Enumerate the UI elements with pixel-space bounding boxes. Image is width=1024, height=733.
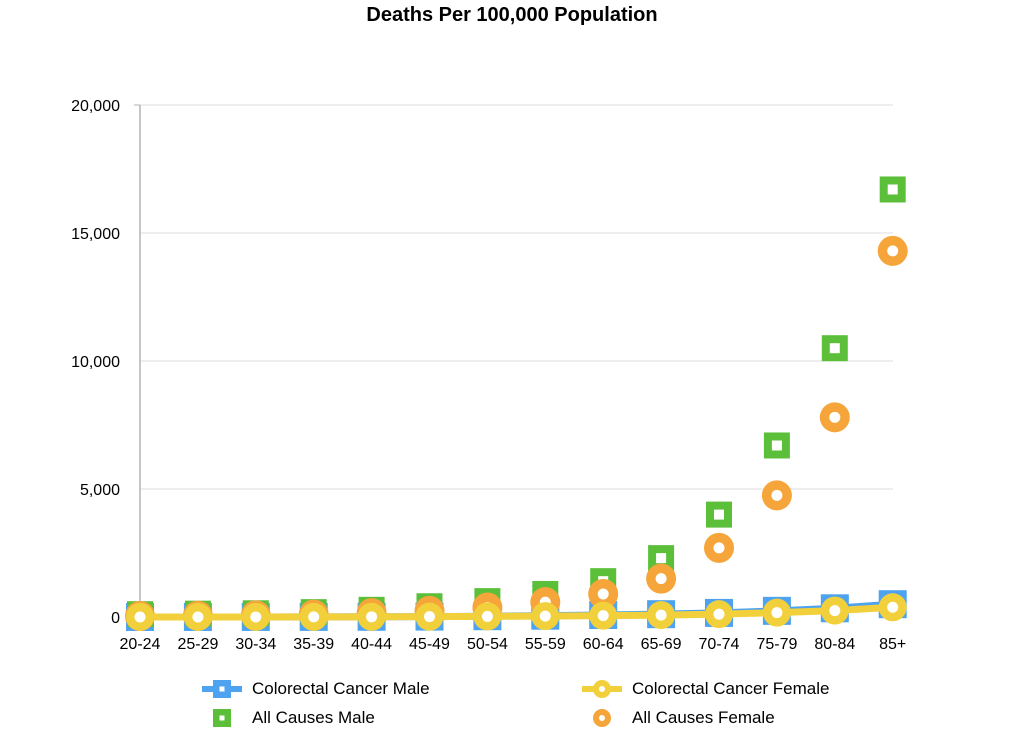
x-tick-label: 25-29 bbox=[177, 636, 218, 653]
point-all-causes-male-12-center bbox=[829, 343, 840, 354]
legend-item-all-causes-female[interactable]: All Causes Female bbox=[580, 705, 775, 731]
point-all-causes-female-8-center bbox=[597, 588, 609, 600]
point-colorectal-cancer-female-1-center bbox=[192, 611, 204, 623]
point-all-causes-female-10-center bbox=[713, 542, 725, 554]
legend: Colorectal Cancer Male Colorectal Cancer… bbox=[195, 676, 875, 732]
point-all-causes-female-12-center bbox=[829, 411, 841, 423]
legend-item-colorectal-cancer-male[interactable]: Colorectal Cancer Male bbox=[200, 676, 430, 702]
x-tick-label: 55-59 bbox=[525, 636, 566, 653]
chart-title: Deaths Per 100,000 Population bbox=[366, 4, 658, 26]
x-tick-label: 70-74 bbox=[699, 636, 740, 653]
legend-label-all-causes-female: All Causes Female bbox=[632, 708, 775, 727]
x-tick-label: 30-34 bbox=[235, 636, 276, 653]
point-all-causes-female-9-center bbox=[655, 573, 667, 585]
x-tick-label: 40-44 bbox=[351, 636, 392, 653]
legend-marker-colorectal-cancer-male bbox=[202, 680, 242, 698]
y-tick-label: 20,000 bbox=[71, 98, 120, 115]
legend-marker-colorectal-cancer-female bbox=[582, 680, 622, 698]
legend-item-colorectal-cancer-female[interactable]: Colorectal Cancer Female bbox=[580, 676, 829, 702]
legend-label-colorectal-cancer-female: Colorectal Cancer Female bbox=[632, 679, 830, 698]
point-colorectal-cancer-female-12-center bbox=[829, 605, 841, 617]
x-tick-label: 35-39 bbox=[293, 636, 334, 653]
point-colorectal-cancer-female-7-center bbox=[539, 610, 551, 622]
point-all-causes-male-11-center bbox=[771, 440, 782, 451]
point-all-causes-female-13-center bbox=[887, 245, 899, 257]
point-colorectal-cancer-female-9-center bbox=[655, 609, 667, 621]
x-tick-label: 20-24 bbox=[120, 636, 161, 653]
point-colorectal-cancer-female-6-center bbox=[481, 610, 493, 622]
x-tick-label: 75-79 bbox=[756, 636, 797, 653]
legend-label-all-causes-male: All Causes Male bbox=[252, 708, 375, 727]
point-colorectal-cancer-female-4-center bbox=[366, 611, 378, 623]
x-tick-label: 50-54 bbox=[467, 636, 508, 653]
point-colorectal-cancer-female-5-center bbox=[424, 611, 435, 623]
y-tick-label: 15,000 bbox=[71, 226, 120, 243]
point-colorectal-cancer-female-11-center bbox=[771, 607, 783, 619]
y-tick-label: 0 bbox=[111, 610, 120, 627]
point-colorectal-cancer-female-2-center bbox=[250, 611, 262, 623]
x-tick-label: 65-69 bbox=[641, 636, 682, 653]
point-colorectal-cancer-female-8-center bbox=[597, 610, 609, 622]
legend-label-colorectal-cancer-male: Colorectal Cancer Male bbox=[252, 679, 430, 698]
legend-marker-all-causes-male bbox=[213, 709, 231, 727]
point-all-causes-male-10-center bbox=[714, 509, 724, 520]
x-tick-label: 60-64 bbox=[583, 636, 624, 653]
legend-item-all-causes-male[interactable]: All Causes Male bbox=[200, 705, 375, 731]
point-colorectal-cancer-female-10-center bbox=[713, 608, 725, 620]
x-tick-label: 45-49 bbox=[409, 636, 450, 653]
point-colorectal-cancer-female-13-center bbox=[887, 601, 899, 613]
point-colorectal-cancer-female-3-center bbox=[308, 611, 320, 623]
y-tick-label: 10,000 bbox=[71, 354, 120, 371]
point-all-causes-male-13-center bbox=[887, 184, 898, 195]
y-tick-label: 5,000 bbox=[80, 482, 120, 499]
point-all-causes-female-11-center bbox=[771, 489, 783, 501]
x-tick-label: 80-84 bbox=[814, 636, 855, 653]
point-all-causes-male-9-center bbox=[656, 553, 667, 564]
legend-marker-all-causes-female bbox=[593, 709, 611, 727]
x-tick-label: 85+ bbox=[879, 636, 906, 653]
point-colorectal-cancer-female-0-center bbox=[134, 611, 146, 623]
